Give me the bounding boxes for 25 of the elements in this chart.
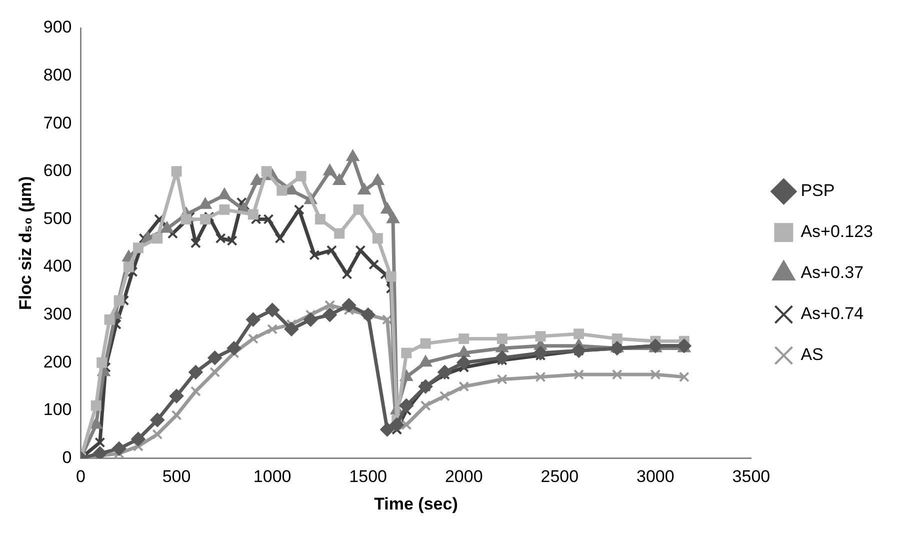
y-tick-label: 200	[43, 352, 72, 372]
x-tick-label: 500	[162, 467, 191, 486]
y-axis-title: Floc siz d₅₀ (µm)	[16, 176, 35, 310]
x-tick-label: 2000	[444, 467, 483, 486]
y-tick-label: 100	[43, 400, 72, 420]
x-tick-label: 3000	[636, 467, 674, 486]
x-tick-label: 0	[76, 467, 86, 486]
x-tick-label: 2500	[540, 467, 579, 486]
x-tick-label: 3500	[732, 467, 770, 486]
y-tick-label: 800	[43, 65, 72, 84]
y-tick-label: 600	[43, 161, 72, 180]
x-tick-label: 1000	[253, 467, 292, 486]
legend-label: PSP	[800, 181, 835, 200]
legend-label: As+0.74	[800, 304, 864, 324]
y-tick-label: 0	[62, 448, 72, 467]
y-tick-label: 300	[43, 304, 72, 324]
legend-label: As+0.123	[800, 222, 874, 242]
y-tick-label: 400	[43, 256, 72, 276]
x-tick-label: 1500	[349, 467, 388, 486]
legend-label: As+0.37	[800, 263, 864, 282]
x-axis-title: Time (sec)	[374, 494, 458, 514]
y-tick-label: 900	[43, 18, 72, 37]
y-tick-label: 700	[43, 113, 72, 132]
legend-label: AS	[800, 345, 824, 364]
y-tick-label: 500	[43, 208, 72, 228]
